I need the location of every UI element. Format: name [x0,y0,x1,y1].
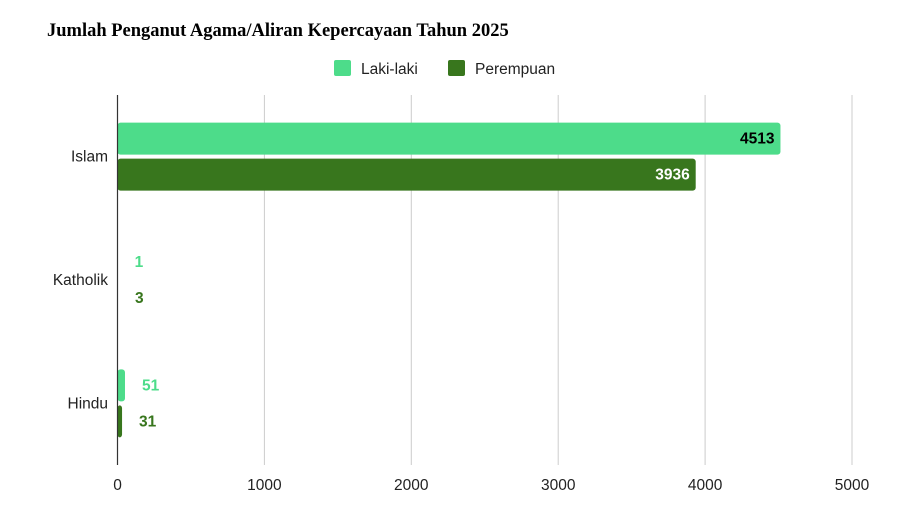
data-label-katholik-perempuan: 3 [135,290,144,307]
bars [117,122,781,438]
x-axis-ticks: 0 1000 2000 3000 4000 5000 [113,477,869,494]
category-label-islam: Islam [71,149,108,166]
bar-hindu-laki-laki [117,369,125,402]
x-tick-label-1000: 1000 [247,477,282,494]
x-tick-label-5000: 5000 [835,477,870,494]
bar-hindu-perempuan [117,405,123,438]
category-labels: Islam Katholik Hindu [53,149,108,413]
data-label-islam-perempuan: 3936 [655,167,690,184]
legend-label-laki-laki: Laki-laki [361,61,418,78]
legend-swatch-perempuan [448,60,465,76]
chart-title: Jumlah Penganut Agama/Aliran Kepercayaan… [47,21,509,41]
bar-islam-laki-laki [117,122,781,155]
data-label-katholik-laki-laki: 1 [135,254,144,271]
x-tick-label-3000: 3000 [541,477,576,494]
category-label-katholik: Katholik [53,272,108,289]
legend-label-perempuan: Perempuan [475,61,555,78]
data-labels: 4513 3936 1 3 51 31 [135,131,775,431]
x-tick-label-0: 0 [113,477,122,494]
data-label-hindu-perempuan: 31 [139,413,157,430]
data-label-hindu-laki-laki: 51 [142,377,160,394]
gridlines [263,95,853,465]
data-label-islam-laki-laki: 4513 [740,131,775,148]
category-label-hindu: Hindu [68,395,109,412]
bar-islam-perempuan [117,158,696,191]
legend: Laki-laki Perempuan [334,60,555,78]
x-tick-label-4000: 4000 [688,477,723,494]
legend-swatch-laki-laki [334,60,351,76]
x-tick-label-2000: 2000 [394,477,429,494]
